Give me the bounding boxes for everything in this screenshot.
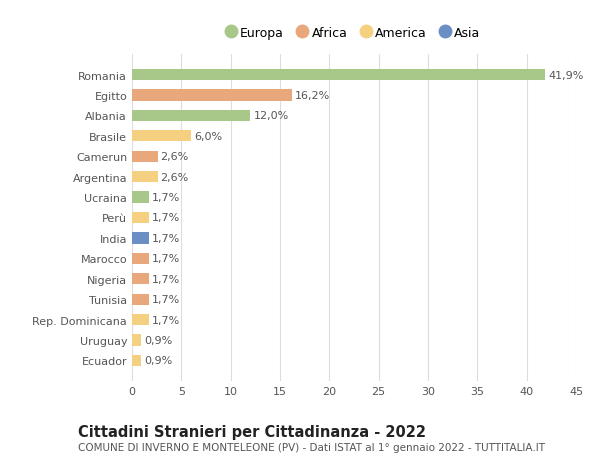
Text: 1,7%: 1,7% bbox=[152, 254, 180, 264]
Bar bbox=[132, 111, 250, 122]
Bar bbox=[132, 314, 149, 325]
Text: 0,9%: 0,9% bbox=[144, 335, 172, 345]
Text: 2,6%: 2,6% bbox=[161, 172, 189, 182]
Bar bbox=[132, 355, 141, 366]
Text: 1,7%: 1,7% bbox=[152, 233, 180, 243]
Text: 6,0%: 6,0% bbox=[194, 132, 222, 141]
Text: 0,9%: 0,9% bbox=[144, 356, 172, 365]
Text: 1,7%: 1,7% bbox=[152, 193, 180, 203]
Text: 2,6%: 2,6% bbox=[161, 152, 189, 162]
Text: 1,7%: 1,7% bbox=[152, 295, 180, 304]
Text: 41,9%: 41,9% bbox=[548, 71, 584, 80]
Text: 1,7%: 1,7% bbox=[152, 213, 180, 223]
Bar bbox=[132, 253, 149, 264]
Bar bbox=[132, 70, 545, 81]
Text: 1,7%: 1,7% bbox=[152, 315, 180, 325]
Text: Cittadini Stranieri per Cittadinanza - 2022: Cittadini Stranieri per Cittadinanza - 2… bbox=[78, 425, 426, 440]
Bar bbox=[132, 335, 141, 346]
Bar bbox=[132, 90, 292, 101]
Text: 1,7%: 1,7% bbox=[152, 274, 180, 284]
Bar bbox=[132, 131, 191, 142]
Bar bbox=[132, 172, 158, 183]
Bar bbox=[132, 151, 158, 162]
Bar bbox=[132, 213, 149, 224]
Bar bbox=[132, 233, 149, 244]
Legend: Europa, Africa, America, Asia: Europa, Africa, America, Asia bbox=[223, 22, 485, 45]
Bar bbox=[132, 294, 149, 305]
Text: 12,0%: 12,0% bbox=[253, 111, 289, 121]
Text: COMUNE DI INVERNO E MONTELEONE (PV) - Dati ISTAT al 1° gennaio 2022 - TUTTITALIA: COMUNE DI INVERNO E MONTELEONE (PV) - Da… bbox=[78, 442, 545, 452]
Bar bbox=[132, 274, 149, 285]
Text: 16,2%: 16,2% bbox=[295, 91, 330, 101]
Bar bbox=[132, 192, 149, 203]
